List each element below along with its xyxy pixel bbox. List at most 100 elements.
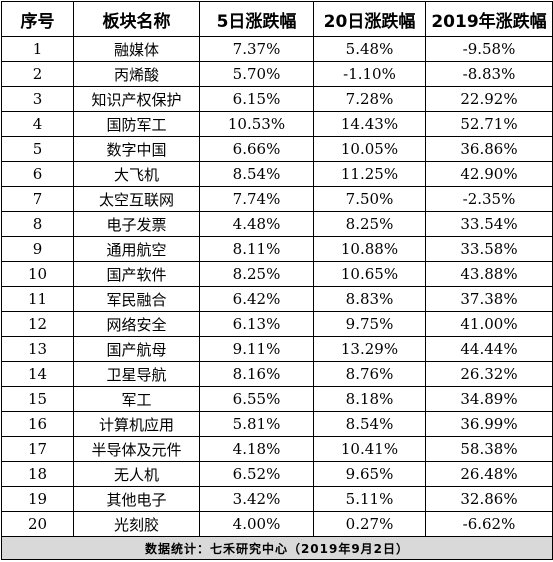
sector-name-cell: 数字中国 <box>73 136 200 162</box>
table-row: 13 国产航母 9.11% 13.29% 44.44% <box>1 336 553 362</box>
table-row: 1 融媒体 7.37% 5.48% -9.58% <box>1 36 553 62</box>
sector-name-cell: 太空互联网 <box>73 186 200 212</box>
change-20day-cell: 7.28% <box>313 86 426 112</box>
change-20day-cell: 9.75% <box>313 311 426 337</box>
change-20day-cell: 10.65% <box>313 261 426 287</box>
change-2019-cell: 58.38% <box>425 436 553 462</box>
row-index-cell: 7 <box>1 186 74 212</box>
change-20day-cell: 9.65% <box>313 461 426 487</box>
change-5day-cell: 9.11% <box>199 336 314 362</box>
change-2019-cell: 34.89% <box>425 386 553 412</box>
sector-name-cell: 电子发票 <box>73 211 200 237</box>
change-2019-cell: -2.35% <box>425 186 553 212</box>
footer-row: 数据统计：七禾研究中心（2019年9月2日） <box>1 536 553 560</box>
column-header-20day-change: 20日涨跌幅 <box>313 1 426 37</box>
change-5day-cell: 6.15% <box>199 86 314 112</box>
change-20day-cell: 5.11% <box>313 486 426 512</box>
change-20day-cell: 0.27% <box>313 511 426 537</box>
row-index-cell: 15 <box>1 386 74 412</box>
row-index-cell: 10 <box>1 261 74 287</box>
sector-name-cell: 卫星导航 <box>73 361 200 387</box>
column-header-sector-name: 板块名称 <box>73 1 200 37</box>
sector-name-cell: 半导体及元件 <box>73 436 200 462</box>
sector-name-cell: 知识产权保护 <box>73 86 200 112</box>
change-20day-cell: 8.76% <box>313 361 426 387</box>
sector-name-cell: 军民融合 <box>73 286 200 312</box>
table-row: 12 网络安全 6.13% 9.75% 41.00% <box>1 311 553 337</box>
row-index-cell: 4 <box>1 111 74 137</box>
change-5day-cell: 5.70% <box>199 61 314 87</box>
table-row: 9 通用航空 8.11% 10.88% 33.58% <box>1 236 553 262</box>
change-2019-cell: 52.71% <box>425 111 553 137</box>
sector-name-cell: 国防军工 <box>73 111 200 137</box>
change-2019-cell: 33.54% <box>425 211 553 237</box>
change-2019-cell: 42.90% <box>425 161 553 187</box>
table-row: 7 太空互联网 7.74% 7.50% -2.35% <box>1 186 553 212</box>
row-index-cell: 5 <box>1 136 74 162</box>
change-20day-cell: 10.41% <box>313 436 426 462</box>
table-row: 16 计算机应用 5.81% 8.54% 36.99% <box>1 411 553 437</box>
column-header-index: 序号 <box>1 1 74 37</box>
sector-name-cell: 国产软件 <box>73 261 200 287</box>
change-5day-cell: 8.16% <box>199 361 314 387</box>
row-index-cell: 9 <box>1 236 74 262</box>
sector-name-cell: 其他电子 <box>73 486 200 512</box>
column-header-2019-change: 2019年涨跌幅 <box>425 1 553 37</box>
change-2019-cell: -8.83% <box>425 61 553 87</box>
table-row: 4 国防军工 10.53% 14.43% 52.71% <box>1 111 553 137</box>
change-5day-cell: 4.00% <box>199 511 314 537</box>
sector-name-cell: 无人机 <box>73 461 200 487</box>
sector-name-cell: 丙烯酸 <box>73 61 200 87</box>
change-20day-cell: 10.88% <box>313 236 426 262</box>
change-2019-cell: -6.62% <box>425 511 553 537</box>
change-5day-cell: 7.74% <box>199 186 314 212</box>
change-5day-cell: 7.37% <box>199 36 314 62</box>
change-20day-cell: 8.83% <box>313 286 426 312</box>
table-row: 2 丙烯酸 5.70% -1.10% -8.83% <box>1 61 553 87</box>
change-5day-cell: 8.25% <box>199 261 314 287</box>
change-5day-cell: 6.55% <box>199 386 314 412</box>
change-20day-cell: 10.05% <box>313 136 426 162</box>
change-5day-cell: 8.11% <box>199 236 314 262</box>
change-2019-cell: 43.88% <box>425 261 553 287</box>
table-row: 19 其他电子 3.42% 5.11% 32.86% <box>1 486 553 512</box>
table-row: 6 大飞机 8.54% 11.25% 42.90% <box>1 161 553 187</box>
table-row: 8 电子发票 4.48% 8.25% 33.54% <box>1 211 553 237</box>
sector-name-cell: 大飞机 <box>73 161 200 187</box>
table-body: 1 融媒体 7.37% 5.48% -9.58% 2 丙烯酸 5.70% -1.10% -8.83… <box>1 36 553 537</box>
row-index-cell: 3 <box>1 86 74 112</box>
data-source-note: 数据统计：七禾研究中心（2019年9月2日） <box>1 536 553 560</box>
change-2019-cell: 33.58% <box>425 236 553 262</box>
sector-name-cell: 国产航母 <box>73 336 200 362</box>
change-20day-cell: 8.25% <box>313 211 426 237</box>
table-row: 5 数字中国 6.66% 10.05% 36.86% <box>1 136 553 162</box>
table-row: 10 国产软件 8.25% 10.65% 43.88% <box>1 261 553 287</box>
table-row: 17 半导体及元件 4.18% 10.41% 58.38% <box>1 436 553 462</box>
change-2019-cell: 22.92% <box>425 86 553 112</box>
sector-name-cell: 通用航空 <box>73 236 200 262</box>
change-5day-cell: 5.81% <box>199 411 314 437</box>
sector-name-cell: 网络安全 <box>73 311 200 337</box>
row-index-cell: 16 <box>1 411 74 437</box>
row-index-cell: 13 <box>1 336 74 362</box>
table-row: 18 无人机 6.52% 9.65% 26.48% <box>1 461 553 487</box>
row-index-cell: 11 <box>1 286 74 312</box>
row-index-cell: 1 <box>1 36 74 62</box>
change-20day-cell: 8.54% <box>313 411 426 437</box>
change-5day-cell: 10.53% <box>199 111 314 137</box>
sector-name-cell: 计算机应用 <box>73 411 200 437</box>
change-2019-cell: 36.99% <box>425 411 553 437</box>
change-20day-cell: 5.48% <box>313 36 426 62</box>
change-5day-cell: 8.54% <box>199 161 314 187</box>
change-5day-cell: 3.42% <box>199 486 314 512</box>
row-index-cell: 6 <box>1 161 74 187</box>
row-index-cell: 19 <box>1 486 74 512</box>
table-row: 3 知识产权保护 6.15% 7.28% 22.92% <box>1 86 553 112</box>
table-row: 11 军民融合 6.42% 8.83% 37.38% <box>1 286 553 312</box>
table-row: 15 军工 6.55% 8.18% 34.89% <box>1 386 553 412</box>
change-2019-cell: 44.44% <box>425 336 553 362</box>
row-index-cell: 17 <box>1 436 74 462</box>
row-index-cell: 12 <box>1 311 74 337</box>
column-header-5day-change: 5日涨跌幅 <box>199 1 314 37</box>
